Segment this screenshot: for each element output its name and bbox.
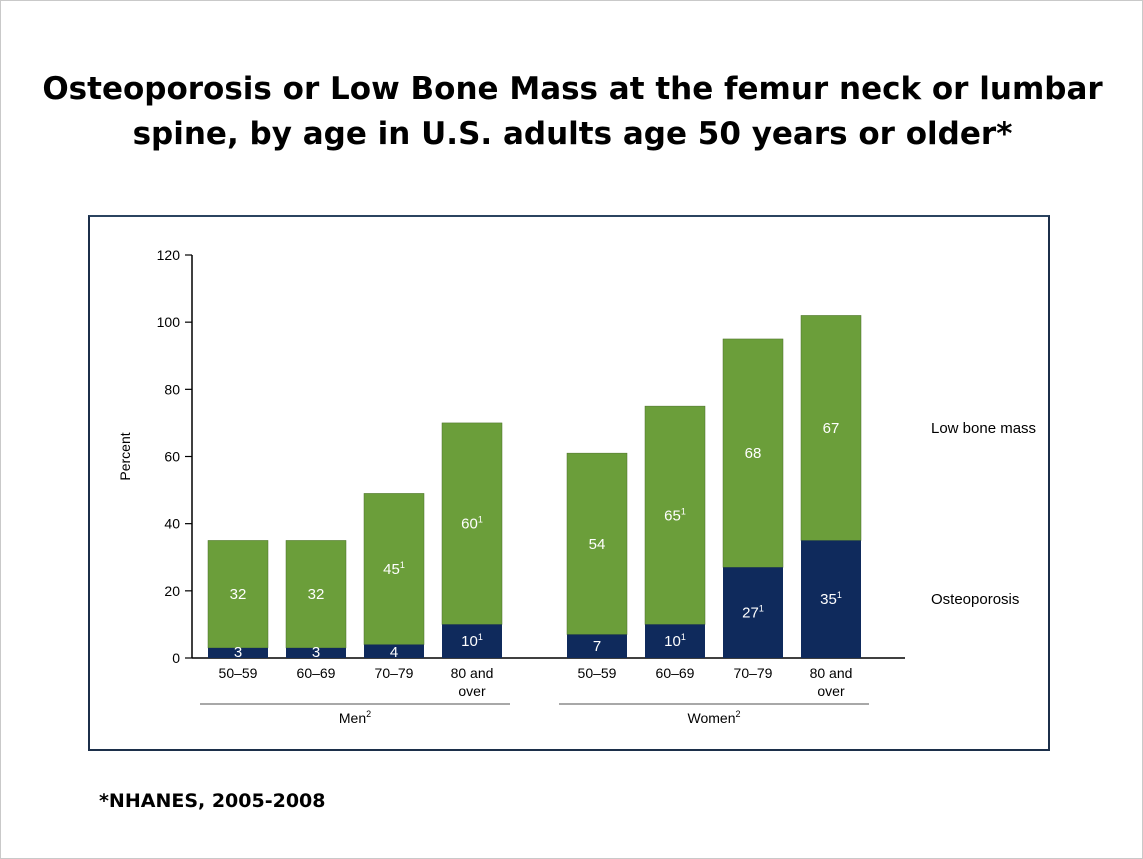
bar-osteoporosis [645, 624, 705, 658]
y-axis-label: Percent [117, 432, 133, 480]
y-tick-label: 80 [164, 381, 180, 397]
y-tick-label: 60 [164, 449, 180, 465]
x-tick-label: over [817, 683, 845, 699]
bar-low-bone-mass [207, 540, 269, 649]
group-label: Men2 [339, 709, 371, 726]
x-tick-label: 80 and [451, 665, 494, 681]
footnote: *NHANES, 2005-2008 [99, 790, 326, 812]
title-line-2: spine, by age in U.S. adults age 50 year… [132, 116, 1013, 152]
data-label-osteoporosis: 3 [234, 644, 242, 661]
series-label-osteoporosis: Osteoporosis [931, 591, 1019, 608]
series-label-low-bone-mass: Low bone mass [931, 420, 1036, 437]
group-label: Women2 [688, 709, 741, 726]
data-label-osteoporosis: 271 [742, 604, 764, 622]
data-label-osteoporosis: 351 [820, 590, 842, 608]
bar-osteoporosis [567, 634, 627, 658]
bar-low-bone-mass [644, 405, 706, 625]
y-tick-label: 120 [157, 247, 181, 263]
y-tick-label: 100 [157, 314, 181, 330]
bar-osteoporosis [286, 647, 346, 658]
stacked-bar-chart: 020406080100120Percent32350–5932360–6945… [117, 247, 1036, 726]
data-label-low-bone-mass: 32 [308, 586, 325, 603]
bar-low-bone-mass [285, 540, 347, 649]
x-tick-label: 80 and [810, 665, 853, 681]
x-tick-label: 50–59 [219, 665, 258, 681]
data-label-low-bone-mass: 32 [230, 586, 247, 603]
bar-osteoporosis [364, 644, 424, 658]
chart-frame: 0 20 40 60 80 100 120 Percent 32 3 50–59 32 3 60–69 45… [88, 215, 1050, 751]
bar-osteoporosis [442, 624, 502, 658]
y-tick-label: 40 [164, 516, 180, 532]
data-label-low-bone-mass: 54 [589, 536, 606, 553]
data-label-osteoporosis: 101 [664, 632, 686, 650]
bar-osteoporosis [208, 647, 268, 658]
bar-osteoporosis [801, 540, 861, 658]
x-tick-label: 70–79 [734, 665, 773, 681]
x-tick-label: 70–79 [375, 665, 414, 681]
title-line-1: Osteoporosis or Low Bone Mass at the fem… [42, 71, 1103, 107]
data-label-low-bone-mass: 68 [745, 445, 762, 462]
data-label-low-bone-mass: 67 [823, 420, 840, 437]
data-label-osteoporosis: 7 [593, 638, 601, 655]
data-label-osteoporosis: 101 [461, 632, 483, 650]
x-tick-label: over [458, 683, 486, 699]
bar-osteoporosis [723, 567, 783, 658]
slide-title: Osteoporosis or Low Bone Mass at the fem… [41, 67, 1104, 157]
x-tick-label: 60–69 [297, 665, 336, 681]
data-label-low-bone-mass: 601 [461, 515, 483, 533]
data-label-low-bone-mass: 651 [664, 506, 686, 524]
data-label-osteoporosis: 3 [312, 644, 320, 661]
y-tick-label: 20 [164, 583, 180, 599]
data-label-osteoporosis: 4 [390, 644, 398, 661]
bar-low-bone-mass [566, 452, 628, 635]
bar-low-bone-mass [363, 493, 425, 645]
y-tick-label: 0 [172, 650, 180, 666]
data-label-low-bone-mass: 451 [383, 560, 405, 578]
x-tick-label: 50–59 [578, 665, 617, 681]
x-tick-label: 60–69 [656, 665, 695, 681]
bar-low-bone-mass [800, 315, 862, 541]
